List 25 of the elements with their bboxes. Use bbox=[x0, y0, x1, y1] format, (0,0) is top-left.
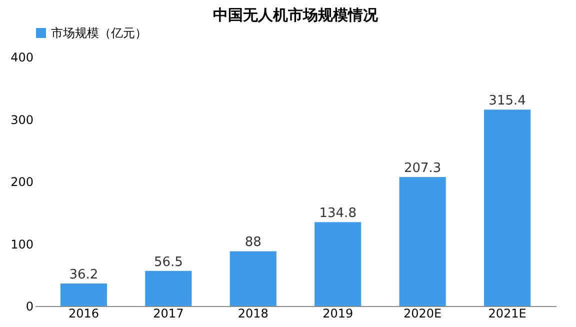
bar bbox=[314, 222, 362, 306]
x-tick-label: 2017 bbox=[153, 306, 184, 320]
chart-title: 中国无人机市场规模情况 bbox=[213, 6, 379, 24]
x-tick-label: 2018 bbox=[238, 306, 268, 320]
data-label: 207.3 bbox=[404, 160, 442, 176]
x-tick-label: 2019 bbox=[322, 306, 354, 320]
bar bbox=[484, 110, 531, 306]
y-tick-label: 100 bbox=[10, 237, 34, 252]
y-tick-label: 200 bbox=[10, 175, 34, 189]
x-tick-label: 2020E bbox=[404, 306, 442, 320]
bar bbox=[230, 251, 276, 306]
data-label: 56.5 bbox=[154, 254, 183, 270]
x-tick-label: 2016 bbox=[68, 306, 99, 320]
data-label: 315.4 bbox=[488, 94, 526, 109]
x-tick-label: 2021E bbox=[488, 306, 526, 320]
bar bbox=[399, 176, 446, 306]
legend-label: 市场规模（亿元） bbox=[51, 26, 147, 40]
data-label: 36.2 bbox=[69, 267, 98, 282]
y-tick-label: 400 bbox=[10, 50, 34, 64]
data-label: 134.8 bbox=[319, 206, 356, 222]
bar bbox=[145, 270, 192, 306]
y-tick-label: 300 bbox=[10, 112, 34, 127]
bar bbox=[60, 283, 108, 306]
data-label: 88 bbox=[244, 235, 262, 250]
y-tick-label: 0 bbox=[26, 300, 34, 314]
